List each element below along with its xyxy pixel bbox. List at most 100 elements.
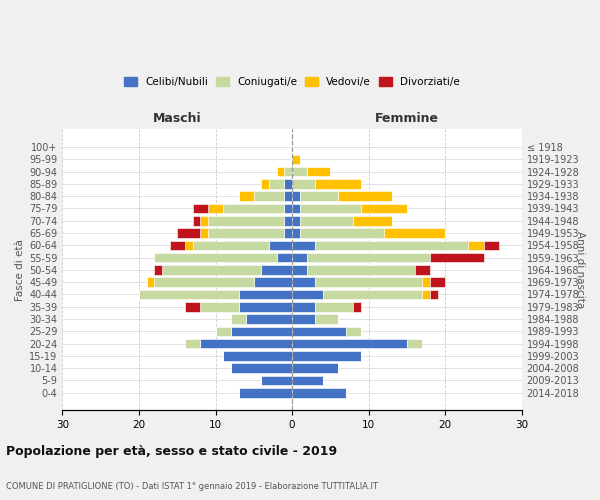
Bar [185, 339, 200, 348]
Bar [284, 192, 292, 201]
Bar [353, 302, 361, 312]
Legend: Celibi/Nubili, Coniugati/e, Vedovi/e, Divorziati/e: Celibi/Nubili, Coniugati/e, Vedovi/e, Di… [120, 73, 464, 92]
Bar [269, 179, 284, 188]
Bar [292, 216, 300, 226]
Bar [338, 192, 392, 201]
Bar [292, 240, 315, 250]
Bar [208, 216, 284, 226]
Bar [139, 290, 239, 299]
Bar [292, 388, 346, 398]
Bar [193, 204, 208, 214]
Bar [300, 204, 361, 214]
Bar [307, 253, 430, 262]
Bar [315, 240, 468, 250]
Bar [162, 265, 262, 274]
Bar [292, 351, 361, 360]
Bar [292, 265, 307, 274]
Bar [239, 388, 292, 398]
Bar [292, 179, 315, 188]
Bar [292, 302, 315, 312]
Bar [170, 240, 185, 250]
Text: Popolazione per età, sesso e stato civile - 2019: Popolazione per età, sesso e stato civil… [6, 444, 337, 458]
Bar [284, 179, 292, 188]
Y-axis label: Anni di nascita: Anni di nascita [575, 232, 585, 308]
Bar [277, 167, 284, 176]
Bar [200, 228, 208, 238]
Bar [300, 216, 353, 226]
Bar [185, 240, 193, 250]
Bar [200, 302, 239, 312]
Text: Femmine: Femmine [375, 112, 439, 125]
Bar [292, 167, 307, 176]
Bar [415, 265, 430, 274]
Bar [292, 339, 407, 348]
Bar [269, 240, 292, 250]
Bar [239, 192, 254, 201]
Bar [292, 204, 300, 214]
Bar [231, 364, 292, 373]
Bar [484, 240, 499, 250]
Text: Maschi: Maschi [153, 112, 202, 125]
Bar [292, 192, 300, 201]
Bar [292, 290, 323, 299]
Bar [384, 228, 445, 238]
Bar [246, 314, 292, 324]
Bar [284, 204, 292, 214]
Bar [262, 376, 292, 385]
Bar [315, 278, 422, 287]
Bar [284, 228, 292, 238]
Bar [315, 179, 361, 188]
Bar [315, 302, 353, 312]
Bar [223, 204, 284, 214]
Bar [422, 278, 430, 287]
Y-axis label: Fasce di età: Fasce di età [15, 239, 25, 301]
Bar [254, 278, 292, 287]
Bar [292, 364, 338, 373]
Bar [292, 326, 346, 336]
Bar [300, 228, 384, 238]
Bar [231, 314, 246, 324]
Bar [254, 192, 284, 201]
Bar [262, 179, 269, 188]
Bar [223, 351, 292, 360]
Bar [185, 302, 200, 312]
Bar [430, 278, 445, 287]
Bar [200, 339, 292, 348]
Bar [231, 326, 292, 336]
Bar [430, 290, 437, 299]
Bar [361, 204, 407, 214]
Bar [262, 265, 292, 274]
Bar [292, 154, 300, 164]
Bar [292, 314, 315, 324]
Bar [154, 278, 254, 287]
Bar [208, 204, 223, 214]
Bar [353, 216, 392, 226]
Bar [146, 278, 154, 287]
Bar [177, 228, 200, 238]
Bar [346, 326, 361, 336]
Bar [292, 376, 323, 385]
Text: COMUNE DI PRATIGLIONE (TO) - Dati ISTAT 1° gennaio 2019 - Elaborazione TUTTITALI: COMUNE DI PRATIGLIONE (TO) - Dati ISTAT … [6, 482, 378, 491]
Bar [154, 253, 277, 262]
Bar [215, 326, 231, 336]
Bar [300, 192, 338, 201]
Bar [193, 216, 200, 226]
Bar [284, 167, 292, 176]
Bar [307, 167, 331, 176]
Bar [422, 290, 430, 299]
Bar [323, 290, 422, 299]
Bar [200, 216, 208, 226]
Bar [407, 339, 422, 348]
Bar [154, 265, 162, 274]
Bar [315, 314, 338, 324]
Bar [239, 290, 292, 299]
Bar [208, 228, 284, 238]
Bar [292, 228, 300, 238]
Bar [239, 302, 292, 312]
Bar [277, 253, 292, 262]
Bar [292, 278, 315, 287]
Bar [468, 240, 484, 250]
Bar [193, 240, 269, 250]
Bar [292, 253, 307, 262]
Bar [284, 216, 292, 226]
